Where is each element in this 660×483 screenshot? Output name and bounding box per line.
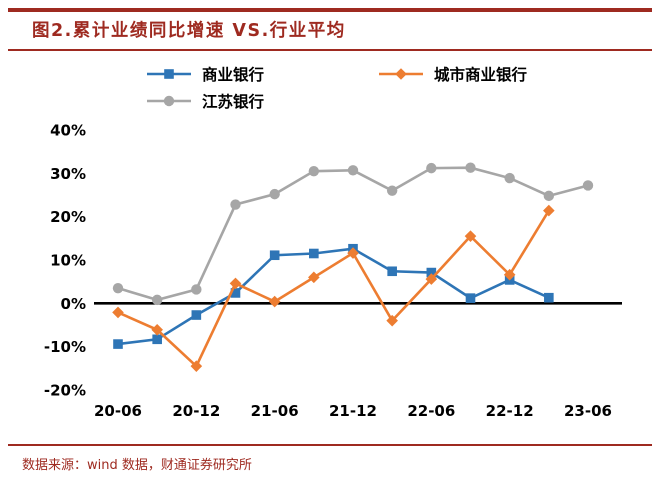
x-tick-label: 22-06	[407, 402, 455, 420]
circle-marker-icon	[308, 165, 320, 177]
y-tick-label: -10%	[44, 338, 86, 356]
series-line-jiangsu-bank	[117, 166, 589, 302]
circle-marker-icon	[386, 185, 398, 196]
y-tick-label: 30%	[50, 165, 86, 183]
diamond-marker-icon	[151, 323, 163, 336]
diamond-marker-icon	[347, 247, 359, 259]
diamond-marker-icon	[386, 314, 398, 327]
diamond-marker-icon	[229, 277, 242, 290]
header-bottom-rule	[8, 49, 652, 51]
figure-title: 图2.累计业绩同比增速 VS.行业平均	[32, 21, 346, 41]
diamond-marker-icon	[112, 306, 124, 319]
series-jiangsu-bank	[112, 162, 594, 306]
diamond-marker-icon	[190, 360, 203, 372]
diamond-marker-icon	[268, 295, 281, 308]
square-legend-marker-icon	[147, 69, 191, 79]
line-chart: 40% 30% 20% 10% 0% -10% -20% 20-06 20-12 21-06 21-…	[44, 122, 622, 420]
x-tick-label: 21-12	[329, 402, 377, 420]
figure-header: 图2.累计业绩同比增速 VS.行业平均	[0, 0, 660, 51]
square-marker-icon	[113, 339, 123, 349]
x-tick-label: 20-12	[172, 402, 220, 420]
data-source: 数据来源：wind 数据，财通证券研究所	[22, 458, 252, 473]
legend-label: 城市商业银行	[434, 66, 528, 84]
x-tick-label: 21-06	[251, 402, 299, 420]
circle-legend-marker-icon	[147, 95, 191, 107]
circle-marker-icon	[151, 294, 163, 306]
legend-item-commercial-banks: 商业银行	[146, 63, 378, 85]
square-marker-icon	[269, 250, 280, 261]
diamond-marker-icon	[395, 68, 407, 80]
square-marker-icon	[191, 310, 202, 320]
y-tick-label: 20%	[50, 208, 86, 226]
circle-marker-icon	[230, 199, 241, 210]
square-marker-icon	[465, 293, 476, 303]
circle-marker-icon	[504, 172, 515, 184]
square-marker-icon	[387, 266, 397, 277]
legend-label: 江苏银行	[202, 93, 265, 111]
square-marker-icon	[309, 248, 319, 259]
legend-label: 商业银行	[202, 66, 265, 84]
x-tick-label: 23-06	[564, 402, 612, 420]
series-commercial-banks	[113, 243, 554, 349]
legend-item-jiangsu-bank: 江苏银行	[146, 90, 378, 112]
header-top-rule	[8, 8, 652, 12]
circle-marker-icon	[543, 190, 555, 202]
circle-marker-icon	[191, 284, 202, 295]
square-marker-icon	[152, 334, 162, 345]
x-tick-label: 20-06	[94, 402, 142, 420]
circle-marker-icon	[347, 165, 359, 176]
diamond-marker-icon	[425, 273, 438, 285]
figure-footer: 数据来源：wind 数据，财通证券研究所	[0, 444, 660, 473]
diamond-marker-icon	[308, 271, 320, 284]
diamond-marker-icon	[464, 230, 477, 242]
series-line-city-commercial-banks	[117, 209, 550, 369]
square-marker-icon	[230, 288, 241, 298]
footer-rule	[8, 444, 652, 446]
circle-marker-icon	[465, 162, 476, 173]
square-marker-icon	[544, 292, 554, 303]
circle-marker-icon	[426, 162, 437, 174]
diamond-legend-marker-icon	[379, 68, 423, 80]
diamond-marker-icon	[543, 204, 555, 217]
y-tick-label: 0%	[61, 295, 86, 313]
circle-marker-icon	[269, 188, 280, 200]
circle-marker-icon	[163, 95, 175, 107]
diamond-marker-icon	[503, 268, 516, 281]
chart-legend: 商业银行 城市商业银行江苏银行	[146, 63, 660, 112]
y-tick-label: 40%	[50, 122, 86, 140]
square-marker-icon	[426, 267, 437, 278]
series-line-commercial-banks	[117, 247, 550, 346]
series-city-commercial-banks	[112, 204, 555, 372]
circle-marker-icon	[112, 282, 124, 294]
y-tick-label: -20%	[44, 382, 86, 400]
circle-marker-icon	[582, 180, 594, 191]
x-tick-label: 22-12	[486, 402, 534, 420]
square-marker-icon	[164, 69, 174, 79]
y-tick-label: 10%	[50, 252, 86, 270]
legend-item-city-commercial-banks: 城市商业银行	[378, 63, 660, 85]
